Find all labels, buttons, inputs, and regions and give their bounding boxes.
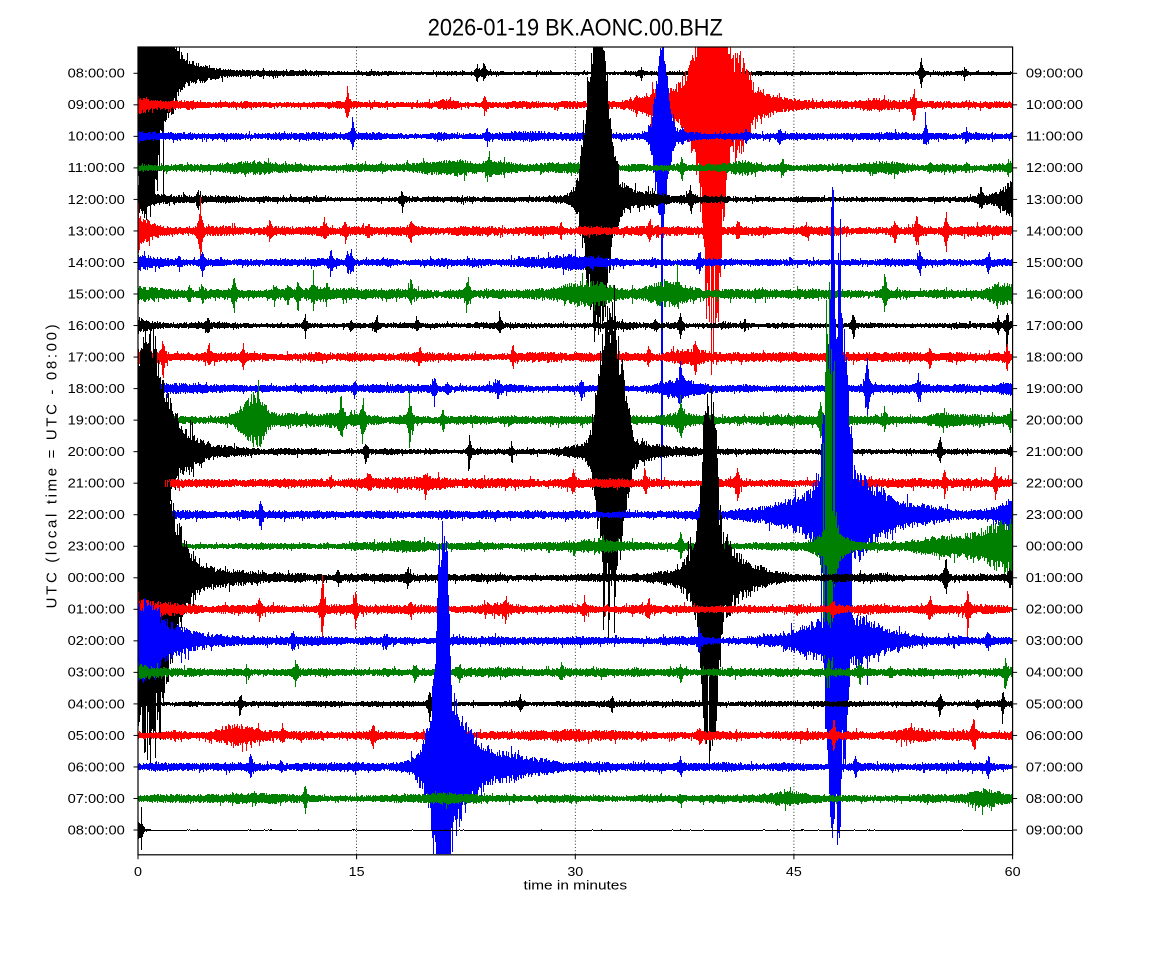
svg-text:02:00:00: 02:00:00	[1026, 603, 1083, 617]
svg-text:03:00:00: 03:00:00	[1026, 634, 1083, 648]
svg-text:23:00:00: 23:00:00	[68, 540, 125, 554]
svg-text:19:00:00: 19:00:00	[68, 413, 125, 427]
svg-text:06:00:00: 06:00:00	[1026, 729, 1083, 743]
svg-text:18:00:00: 18:00:00	[1026, 350, 1083, 364]
svg-text:21:00:00: 21:00:00	[1026, 445, 1083, 459]
svg-text:22:00:00: 22:00:00	[1026, 477, 1083, 491]
svg-text:10:00:00: 10:00:00	[68, 130, 125, 144]
svg-text:07:00:00: 07:00:00	[68, 792, 125, 806]
svg-text:45: 45	[786, 865, 802, 879]
svg-text:22:00:00: 22:00:00	[68, 508, 125, 522]
svg-text:14:00:00: 14:00:00	[68, 256, 125, 270]
svg-text:04:00:00: 04:00:00	[1026, 666, 1083, 680]
svg-text:UTC (local time = UTC - 08:00): UTC (local time = UTC - 08:00)	[44, 322, 61, 609]
svg-text:0: 0	[134, 865, 142, 879]
svg-text:12:00:00: 12:00:00	[68, 193, 125, 207]
svg-text:08:00:00: 08:00:00	[68, 67, 125, 81]
svg-text:06:00:00: 06:00:00	[68, 760, 125, 774]
svg-text:11:00:00: 11:00:00	[68, 161, 125, 175]
svg-text:2026-01-19 BK.AONC.00.BHZ: 2026-01-19 BK.AONC.00.BHZ	[428, 16, 723, 42]
svg-text:19:00:00: 19:00:00	[1026, 382, 1083, 396]
svg-text:09:00:00: 09:00:00	[1026, 823, 1083, 837]
svg-text:00:00:00: 00:00:00	[68, 571, 125, 585]
svg-text:00:00:00: 00:00:00	[1026, 540, 1083, 554]
svg-text:01:00:00: 01:00:00	[1026, 571, 1083, 585]
svg-text:05:00:00: 05:00:00	[68, 729, 125, 743]
svg-text:08:00:00: 08:00:00	[68, 823, 125, 837]
svg-text:20:00:00: 20:00:00	[68, 445, 125, 459]
svg-text:21:00:00: 21:00:00	[68, 477, 125, 491]
svg-text:13:00:00: 13:00:00	[68, 224, 125, 238]
svg-text:16:00:00: 16:00:00	[68, 319, 125, 333]
svg-text:30: 30	[567, 865, 583, 879]
svg-text:60: 60	[1005, 865, 1021, 879]
svg-text:23:00:00: 23:00:00	[1026, 508, 1083, 522]
svg-text:15: 15	[349, 865, 365, 879]
svg-text:05:00:00: 05:00:00	[1026, 697, 1083, 711]
svg-text:15:00:00: 15:00:00	[1026, 256, 1083, 270]
svg-text:10:00:00: 10:00:00	[1026, 98, 1083, 112]
svg-text:15:00:00: 15:00:00	[68, 287, 125, 301]
svg-text:09:00:00: 09:00:00	[68, 98, 125, 112]
svg-text:16:00:00: 16:00:00	[1026, 287, 1083, 301]
svg-text:12:00:00: 12:00:00	[1026, 161, 1083, 175]
svg-text:time in minutes: time in minutes	[524, 878, 628, 893]
svg-text:11:00:00: 11:00:00	[1026, 130, 1083, 144]
svg-text:17:00:00: 17:00:00	[1026, 319, 1083, 333]
svg-text:14:00:00: 14:00:00	[1026, 224, 1083, 238]
svg-text:03:00:00: 03:00:00	[68, 666, 125, 680]
svg-text:09:00:00: 09:00:00	[1026, 67, 1083, 81]
svg-text:18:00:00: 18:00:00	[68, 382, 125, 396]
svg-text:08:00:00: 08:00:00	[1026, 792, 1083, 806]
svg-text:02:00:00: 02:00:00	[68, 634, 125, 648]
svg-text:20:00:00: 20:00:00	[1026, 413, 1083, 427]
svg-text:17:00:00: 17:00:00	[68, 350, 125, 364]
svg-text:01:00:00: 01:00:00	[68, 603, 125, 617]
svg-text:13:00:00: 13:00:00	[1026, 193, 1083, 207]
svg-text:07:00:00: 07:00:00	[1026, 760, 1083, 774]
svg-text:04:00:00: 04:00:00	[68, 697, 125, 711]
